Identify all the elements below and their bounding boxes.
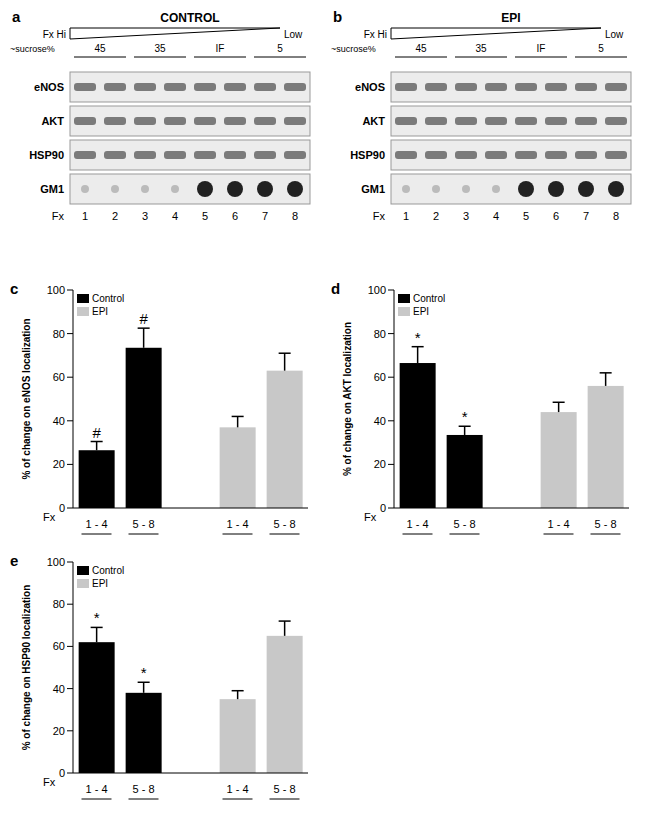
svg-text:100: 100 bbox=[368, 284, 386, 296]
svg-text:5 - 8: 5 - 8 bbox=[453, 518, 475, 530]
svg-text:AKT: AKT bbox=[362, 115, 385, 127]
svg-text:Fx Hi: Fx Hi bbox=[43, 29, 66, 40]
svg-text:% of change on AKT localizatio: % of change on AKT localization bbox=[342, 322, 353, 476]
svg-text:a: a bbox=[12, 8, 21, 25]
svg-text:1 - 4: 1 - 4 bbox=[226, 518, 248, 530]
svg-text:5 - 8: 5 - 8 bbox=[132, 783, 154, 795]
svg-text:8: 8 bbox=[613, 210, 619, 222]
svg-text:7: 7 bbox=[583, 210, 589, 222]
svg-text:~sucrose%: ~sucrose% bbox=[331, 44, 376, 54]
svg-text:eNOS: eNOS bbox=[355, 81, 385, 93]
svg-text:0: 0 bbox=[380, 502, 386, 514]
html-text:d: d bbox=[331, 280, 341, 297]
svg-text:60: 60 bbox=[53, 640, 65, 652]
svg-text:1 - 4: 1 - 4 bbox=[226, 783, 248, 795]
svg-text:6: 6 bbox=[553, 210, 559, 222]
svg-text:35: 35 bbox=[475, 43, 487, 54]
svg-text:% of change on eNOS localizati: % of change on eNOS localization bbox=[21, 318, 32, 479]
svg-text:5 - 8: 5 - 8 bbox=[273, 518, 295, 530]
svg-text:100: 100 bbox=[47, 556, 65, 568]
svg-text:20: 20 bbox=[53, 458, 65, 470]
svg-text:5: 5 bbox=[277, 43, 283, 54]
svg-text:AKT: AKT bbox=[41, 115, 64, 127]
svg-text:*: * bbox=[141, 664, 147, 681]
svg-text:1: 1 bbox=[403, 210, 409, 222]
svg-text:1 - 4: 1 - 4 bbox=[85, 518, 107, 530]
svg-text:5: 5 bbox=[523, 210, 529, 222]
html-text:EPI: EPI bbox=[92, 578, 109, 589]
svg-text:#: # bbox=[92, 424, 101, 441]
svg-text:20: 20 bbox=[374, 458, 386, 470]
svg-text:4: 4 bbox=[172, 210, 178, 222]
svg-text:80: 80 bbox=[53, 598, 65, 610]
html-text:c: c bbox=[10, 280, 19, 297]
svg-text:5 - 8: 5 - 8 bbox=[132, 518, 154, 530]
html-text:e: e bbox=[10, 552, 19, 569]
svg-text:0: 0 bbox=[59, 767, 65, 779]
svg-text:% of change on HSP90 localizat: % of change on HSP90 localization bbox=[21, 585, 32, 751]
svg-text:~sucrose%: ~sucrose% bbox=[10, 44, 55, 54]
svg-text:100: 100 bbox=[47, 284, 65, 296]
svg-text:3: 3 bbox=[142, 210, 148, 222]
svg-text:20: 20 bbox=[53, 725, 65, 737]
svg-text:40: 40 bbox=[53, 683, 65, 695]
svg-text:2: 2 bbox=[112, 210, 118, 222]
svg-text:Fx: Fx bbox=[373, 210, 386, 222]
html-text:Fx: Fx bbox=[43, 511, 56, 523]
html-text:Fx: Fx bbox=[43, 776, 56, 788]
svg-text:40: 40 bbox=[374, 415, 386, 427]
svg-text:60: 60 bbox=[53, 371, 65, 383]
svg-text:CONTROL: CONTROL bbox=[160, 11, 219, 25]
html-text:Control: Control bbox=[92, 293, 125, 304]
html-text:EPI: EPI bbox=[413, 306, 430, 317]
svg-text:7: 7 bbox=[262, 210, 268, 222]
svg-text:2: 2 bbox=[433, 210, 439, 222]
svg-text:*: * bbox=[415, 329, 421, 346]
svg-text:5 - 8: 5 - 8 bbox=[273, 783, 295, 795]
svg-text:80: 80 bbox=[374, 328, 386, 340]
svg-text:#: # bbox=[139, 310, 148, 327]
svg-text:GM1: GM1 bbox=[361, 183, 385, 195]
svg-text:60: 60 bbox=[374, 371, 386, 383]
svg-text:45: 45 bbox=[94, 43, 106, 54]
html-text:Control: Control bbox=[413, 293, 446, 304]
svg-text:Low: Low bbox=[284, 29, 303, 40]
svg-text:IF: IF bbox=[216, 43, 225, 54]
svg-text:*: * bbox=[94, 609, 100, 626]
svg-text:eNOS: eNOS bbox=[34, 81, 64, 93]
svg-text:IF: IF bbox=[537, 43, 546, 54]
svg-text:4: 4 bbox=[493, 210, 499, 222]
svg-text:3: 3 bbox=[463, 210, 469, 222]
svg-text:5 - 8: 5 - 8 bbox=[594, 518, 616, 530]
svg-text:45: 45 bbox=[415, 43, 427, 54]
svg-text:1: 1 bbox=[82, 210, 88, 222]
svg-text:1 - 4: 1 - 4 bbox=[85, 783, 107, 795]
svg-text:8: 8 bbox=[292, 210, 298, 222]
svg-text:5: 5 bbox=[202, 210, 208, 222]
svg-text:40: 40 bbox=[53, 415, 65, 427]
html-text:Control: Control bbox=[92, 565, 125, 576]
svg-text:35: 35 bbox=[154, 43, 166, 54]
svg-text:1 - 4: 1 - 4 bbox=[406, 518, 428, 530]
svg-text:HSP90: HSP90 bbox=[350, 149, 385, 161]
html-text:EPI: EPI bbox=[92, 306, 109, 317]
svg-text:5: 5 bbox=[598, 43, 604, 54]
svg-text:Fx: Fx bbox=[52, 210, 65, 222]
svg-text:EPI: EPI bbox=[501, 11, 520, 25]
svg-text:6: 6 bbox=[232, 210, 238, 222]
svg-text:GM1: GM1 bbox=[40, 183, 64, 195]
svg-text:1 - 4: 1 - 4 bbox=[547, 518, 569, 530]
svg-text:80: 80 bbox=[53, 328, 65, 340]
html-text:Fx: Fx bbox=[364, 511, 377, 523]
svg-text:Fx Hi: Fx Hi bbox=[364, 29, 387, 40]
svg-text:0: 0 bbox=[59, 502, 65, 514]
svg-text:Low: Low bbox=[605, 29, 624, 40]
svg-text:b: b bbox=[333, 8, 342, 25]
svg-text:*: * bbox=[462, 408, 468, 425]
svg-text:HSP90: HSP90 bbox=[29, 149, 64, 161]
